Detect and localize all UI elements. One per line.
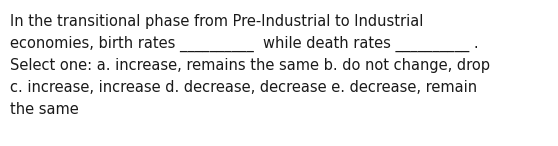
Text: the same: the same xyxy=(10,102,79,117)
Text: In the transitional phase from Pre-Industrial to Industrial: In the transitional phase from Pre-Indus… xyxy=(10,14,424,29)
Text: Select one: a. increase, remains the same b. do not change, drop: Select one: a. increase, remains the sam… xyxy=(10,58,490,73)
Text: c. increase, increase d. decrease, decrease e. decrease, remain: c. increase, increase d. decrease, decre… xyxy=(10,80,477,95)
Text: economies, birth rates __________  while death rates __________ .: economies, birth rates __________ while … xyxy=(10,36,479,52)
